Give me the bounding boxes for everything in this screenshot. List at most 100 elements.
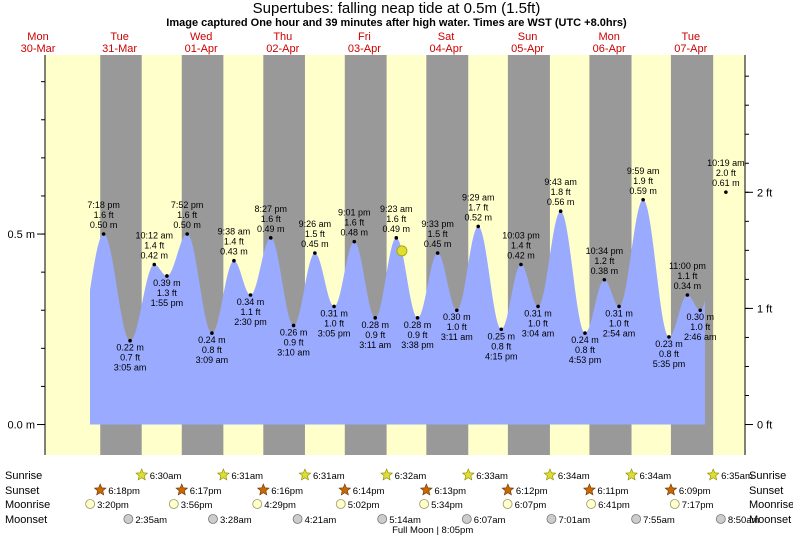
low-tide-label: 0.24 m bbox=[571, 335, 599, 345]
low-tide-label: 1.1 ft bbox=[240, 307, 261, 317]
low-tide-point bbox=[455, 308, 459, 313]
moonrise-time: 7:17pm bbox=[682, 500, 714, 511]
day-name-label: Tue bbox=[682, 31, 701, 43]
sunset-icon bbox=[664, 483, 678, 496]
row-label-right: Moonset bbox=[749, 514, 791, 526]
low-tide-label: 3:05 am bbox=[114, 363, 147, 373]
low-tide-label: 4:15 pm bbox=[485, 351, 518, 361]
high-tide-label: 9:33 pm bbox=[421, 219, 454, 229]
sunset-time: 6:14pm bbox=[353, 486, 385, 497]
moonset-icon bbox=[123, 514, 134, 524]
high-tide-label: 1.5 ft bbox=[305, 229, 326, 239]
sunrise-icon bbox=[706, 468, 720, 481]
moonrise-time: 5:02pm bbox=[348, 500, 380, 511]
high-tide-label: 9:38 am bbox=[218, 227, 251, 237]
row-label-left: Sunrise bbox=[5, 470, 42, 482]
low-tide-label: 0.8 ft bbox=[659, 349, 680, 359]
day-name-label: Thu bbox=[273, 31, 292, 43]
low-tide-label: 3:38 pm bbox=[401, 340, 434, 350]
sunrise-time: 6:34am bbox=[640, 471, 672, 482]
low-tide-label: 3:04 am bbox=[522, 328, 555, 338]
moonset-icon bbox=[715, 514, 726, 524]
high-tide-label: 0.42 m bbox=[507, 251, 535, 261]
sunset-time: 6:18pm bbox=[108, 486, 140, 497]
low-tide-label: 0.22 m bbox=[116, 343, 144, 353]
moonset-time: 3:28am bbox=[220, 515, 252, 526]
day-date-label: 30-Mar bbox=[21, 43, 56, 55]
moonrise-icon bbox=[85, 499, 96, 509]
high-tide-point bbox=[558, 209, 563, 213]
low-tide-label: 1.3 ft bbox=[157, 288, 178, 298]
low-tide-point bbox=[698, 308, 703, 313]
sunset-icon bbox=[419, 483, 433, 496]
low-tide-label: 1.0 ft bbox=[324, 318, 345, 328]
row-label-left: Sunset bbox=[5, 485, 39, 497]
high-tide-point bbox=[352, 239, 357, 244]
high-tide-label: 0.49 m bbox=[383, 224, 411, 234]
low-tide-label: 1.0 ft bbox=[690, 322, 711, 332]
day-name-label: Tue bbox=[110, 31, 129, 43]
high-tide-label: 10:12 am bbox=[136, 231, 174, 241]
low-tide-label: 0.28 m bbox=[404, 320, 432, 330]
current-time-marker bbox=[396, 245, 408, 257]
sunrise-icon bbox=[216, 468, 230, 481]
low-tide-point bbox=[332, 304, 336, 309]
high-tide-label: 1.6 ft bbox=[344, 218, 365, 228]
moonset-time: 6:07am bbox=[474, 515, 506, 526]
low-tide-label: 0.24 m bbox=[198, 335, 226, 345]
low-tide-point bbox=[165, 274, 169, 278]
moonset-time: 7:01am bbox=[558, 515, 590, 526]
sunrise-time: 6:32am bbox=[395, 471, 427, 482]
low-tide-label: 0.26 m bbox=[280, 327, 308, 337]
sunset-time: 6:13pm bbox=[434, 486, 466, 497]
sunset-icon bbox=[93, 483, 107, 496]
moonset-icon bbox=[377, 514, 388, 524]
moonset-time: 7:55am bbox=[643, 515, 675, 526]
sunset-icon bbox=[256, 483, 270, 496]
moonset-icon bbox=[292, 514, 303, 524]
sunrise-icon bbox=[298, 468, 312, 481]
moonrise-time: 4:29pm bbox=[264, 500, 296, 511]
right-tick-label: 1 ft bbox=[757, 303, 772, 315]
high-tide-point bbox=[435, 251, 440, 255]
low-tide-point bbox=[291, 323, 296, 328]
day-name-label: Sun bbox=[518, 31, 538, 43]
low-tide-point bbox=[210, 331, 214, 335]
low-tide-label: 0.8 ft bbox=[202, 345, 223, 355]
left-tick-label: 0.5 m bbox=[7, 229, 35, 241]
low-tide-label: 1.0 ft bbox=[609, 318, 630, 328]
low-tide-point bbox=[373, 316, 378, 320]
high-tide-label: 1.6 ft bbox=[386, 214, 407, 224]
moonrise-icon bbox=[335, 499, 346, 509]
high-tide-label: 2.0 ft bbox=[716, 168, 737, 178]
high-tide-label: 0.52 m bbox=[464, 212, 492, 222]
moonrise-time: 3:56pm bbox=[181, 500, 213, 511]
left-tick-label: 0.0 m bbox=[7, 420, 35, 432]
moonrise-time: 5:34pm bbox=[431, 500, 463, 511]
day-date-label: 06-Apr bbox=[593, 43, 626, 55]
sunrise-time: 6:33am bbox=[476, 471, 508, 482]
high-tide-label: 1.5 ft bbox=[428, 229, 449, 239]
high-tide-label: 10:03 pm bbox=[502, 231, 540, 241]
low-tide-label: 0.34 m bbox=[237, 297, 265, 307]
low-tide-label: 0.9 ft bbox=[284, 337, 305, 347]
high-tide-label: 1.7 ft bbox=[468, 202, 489, 212]
high-tide-label: 1.4 ft bbox=[224, 237, 245, 247]
sunrise-icon bbox=[625, 468, 638, 481]
low-tide-label: 0.8 ft bbox=[491, 341, 512, 351]
day-name-label: Sat bbox=[438, 31, 455, 43]
moonset-icon bbox=[208, 514, 218, 524]
low-tide-label: 0.28 m bbox=[361, 320, 389, 330]
high-tide-label: 11:00 pm bbox=[669, 261, 706, 271]
high-tide-label: 0.45 m bbox=[424, 239, 452, 249]
high-tide-label: 1.6 ft bbox=[261, 214, 282, 224]
high-tide-point bbox=[602, 277, 607, 282]
sunrise-time: 6:34am bbox=[558, 471, 590, 482]
high-tide-point bbox=[313, 251, 317, 255]
low-tide-label: 0.31 m bbox=[524, 308, 552, 318]
day-name-label: Mon bbox=[27, 31, 48, 43]
row-label-right: Sunset bbox=[749, 485, 783, 497]
high-tide-label: 10:34 pm bbox=[586, 246, 624, 256]
high-tide-point bbox=[476, 224, 481, 229]
